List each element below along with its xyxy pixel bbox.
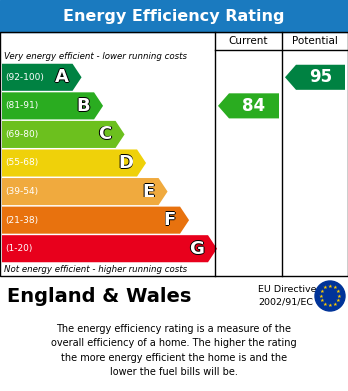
Text: B: B [77,97,91,115]
Text: G: G [189,240,204,258]
Text: (1-20): (1-20) [5,244,32,253]
Text: ★: ★ [318,294,323,298]
Text: ★: ★ [327,284,332,289]
Text: A: A [54,68,68,86]
Text: (21-38): (21-38) [5,216,38,225]
Text: F: F [164,211,176,229]
Text: E: E [142,183,155,201]
Polygon shape [2,121,125,148]
Text: ★: ★ [327,303,332,308]
Text: F: F [165,211,177,229]
Text: E: E [142,182,155,200]
Text: D: D [117,154,132,172]
Text: Energy Efficiency Rating: Energy Efficiency Rating [63,9,285,23]
Text: ★: ★ [336,289,340,294]
Text: G: G [190,240,205,258]
Text: ★: ★ [336,298,340,303]
Text: F: F [164,212,176,230]
Text: EU Directive
2002/91/EC: EU Directive 2002/91/EC [258,285,316,307]
Text: D: D [118,153,133,171]
Text: 95: 95 [309,68,332,86]
Text: C: C [98,125,112,143]
Text: ★: ★ [323,285,328,291]
Text: Very energy efficient - lower running costs: Very energy efficient - lower running co… [4,52,187,61]
Text: Current: Current [229,36,268,46]
Text: 84: 84 [243,97,266,115]
Text: ★: ★ [319,298,324,303]
Text: ★: ★ [332,285,337,291]
Text: E: E [143,183,155,201]
Text: ★: ★ [319,289,324,294]
Text: ★: ★ [323,301,328,307]
Text: D: D [119,154,134,172]
Text: C: C [99,126,112,143]
Text: B: B [77,97,90,115]
Polygon shape [218,93,279,118]
Text: (92-100): (92-100) [5,73,44,82]
Text: B: B [77,98,90,116]
Text: D: D [118,154,133,172]
Text: A: A [55,68,69,86]
Text: (81-91): (81-91) [5,101,38,110]
Text: C: C [97,126,111,143]
Text: ★: ★ [332,301,337,307]
Circle shape [315,281,345,311]
Polygon shape [2,149,146,176]
Text: ★: ★ [337,294,342,298]
Bar [0,32,348,276]
Polygon shape [285,65,345,90]
Text: (69-80): (69-80) [5,130,38,139]
Text: B: B [76,97,89,115]
Text: Potential: Potential [292,36,338,46]
Text: (55-68): (55-68) [5,158,38,167]
Text: G: G [189,240,204,258]
Text: (39-54): (39-54) [5,187,38,196]
Text: A: A [55,68,69,86]
Polygon shape [2,206,189,234]
Polygon shape [2,64,81,91]
Text: D: D [118,155,133,173]
Text: E: E [142,183,154,201]
Text: F: F [164,210,176,228]
Text: C: C [98,126,112,143]
Text: A: A [55,68,69,86]
Text: G: G [188,240,203,258]
Text: The energy efficiency rating is a measure of the
overall efficiency of a home. T: The energy efficiency rating is a measur… [51,324,297,377]
Text: A: A [55,69,69,87]
Polygon shape [2,178,167,205]
Bar [0,0,348,32]
Text: F: F [163,211,175,229]
Bar [0,276,348,316]
Text: E: E [142,183,155,201]
Text: B: B [77,96,90,114]
Text: C: C [98,126,112,144]
Text: Not energy efficient - higher running costs: Not energy efficient - higher running co… [4,265,187,274]
Polygon shape [2,92,103,119]
Polygon shape [2,235,217,262]
Text: G: G [189,239,204,257]
Text: England & Wales: England & Wales [7,287,191,305]
